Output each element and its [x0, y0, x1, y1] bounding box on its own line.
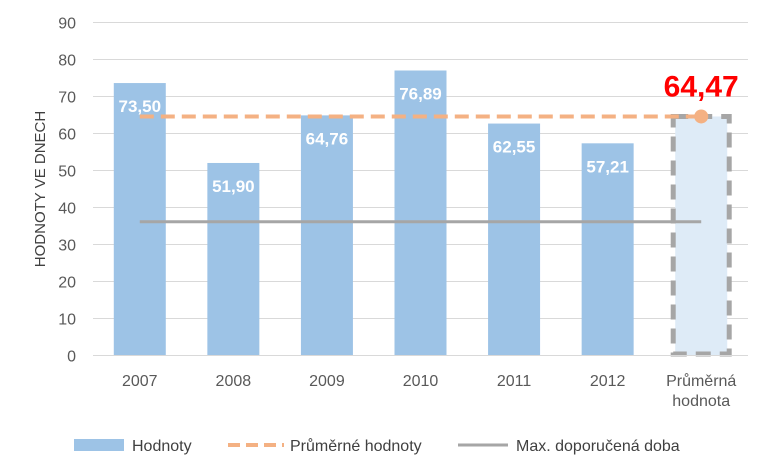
y-axis-ticks: 0 10 20 30 40 50 60 70 80 90	[58, 16, 76, 366]
bar	[394, 70, 447, 355]
bars	[113, 70, 732, 357]
average-marker	[694, 109, 709, 124]
y-tick-label: 60	[58, 127, 76, 144]
y-tick-label: 50	[58, 164, 76, 181]
y-tick-label: 40	[58, 201, 76, 218]
bar	[113, 83, 166, 356]
bar	[207, 162, 260, 355]
x-category-label: 2009	[309, 373, 345, 390]
y-tick-label: 90	[58, 16, 76, 33]
x-category-label: 2011	[497, 373, 532, 390]
bar-value-label: 51,90	[212, 177, 255, 196]
y-tick-label: 20	[58, 275, 76, 292]
legend-label: Hodnoty	[132, 438, 192, 455]
bar	[488, 123, 541, 355]
y-axis-label: HODNOTY VE DNECH	[32, 111, 49, 267]
legend: Hodnoty Průměrné hodnoty Max. doporučená d…	[74, 437, 680, 455]
x-category-label: 2007	[122, 373, 158, 390]
x-category-label: 2010	[403, 373, 439, 390]
data-labels: 73,50 51,90 64,76 76,89 62,55 57,21 64,47	[119, 70, 739, 196]
legend-swatch-bars	[74, 439, 124, 451]
y-tick-label: 30	[58, 238, 76, 255]
x-category-label: 2012	[590, 373, 626, 390]
reference-lines	[139, 109, 709, 224]
legend-label: Průměrné hodnoty	[290, 437, 422, 455]
bar-value-label: 76,89	[399, 85, 442, 104]
y-tick-label: 0	[67, 349, 76, 366]
bar-value-label: 73,50	[119, 97, 162, 116]
y-tick-label: 70	[58, 90, 76, 107]
average-value-label: 64,47	[664, 70, 739, 103]
bar-value-label: 62,55	[493, 138, 536, 157]
x-category-label: 2008	[216, 373, 252, 390]
x-axis-categories: 2007 2008 2009 2010 2011 2012 Průměrná hodnota	[122, 372, 736, 410]
bar-average	[675, 116, 728, 355]
bar-value-label: 64,76	[306, 129, 349, 148]
bar-value-label: 57,21	[586, 157, 629, 176]
x-category-label: Průměrná hodnota	[666, 372, 736, 410]
y-tick-label: 10	[58, 312, 76, 329]
legend-label: Max. doporučená doba	[516, 438, 680, 455]
bar	[581, 143, 634, 355]
y-tick-label: 80	[58, 53, 76, 70]
bar	[300, 115, 353, 355]
